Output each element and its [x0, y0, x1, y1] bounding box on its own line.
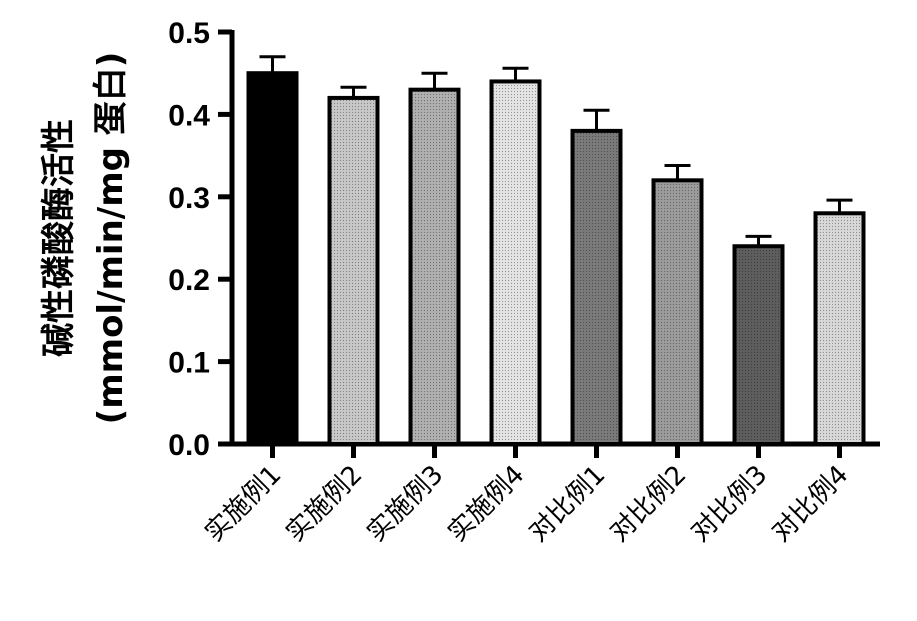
bar-texture: [818, 215, 862, 442]
y-axis-label: 碱性磷酸酶活性 (mmol/min/mg 蛋白): [39, 52, 131, 425]
x-tick-label: 实施例3: [361, 460, 449, 548]
bar-texture: [737, 248, 781, 442]
y-axis-label-line: (mmol/min/mg 蛋白): [91, 52, 131, 425]
bar-texture: [575, 133, 619, 442]
bar-texture: [413, 92, 457, 442]
x-tick-labels: 实施例1实施例2实施例3实施例4对比例1对比例2对比例3对比例4: [199, 460, 854, 548]
x-tick-label: 实施例1: [199, 460, 287, 548]
bar-texture: [332, 100, 376, 442]
x-tick-label: 对比例3: [685, 460, 773, 548]
y-tick-label: 0.0: [168, 429, 210, 462]
bar-texture: [656, 182, 700, 442]
bar: [249, 73, 297, 444]
y-tick-label: 0.5: [168, 17, 210, 50]
x-tick-label: 实施例4: [442, 460, 530, 548]
x-tick-label: 对比例4: [766, 460, 854, 548]
y-tick-label: 0.2: [168, 264, 210, 297]
x-tick-label: 对比例2: [604, 460, 692, 548]
bar-texture: [494, 83, 538, 442]
y-tick-label: 0.1: [168, 347, 210, 380]
x-tick-label: 实施例2: [280, 460, 368, 548]
bars: [249, 57, 864, 444]
y-axis-label-line: 碱性磷酸酶活性: [39, 119, 79, 357]
y-tick-label: 0.3: [168, 182, 210, 215]
y-tick-label: 0.4: [168, 99, 210, 132]
x-tick-label: 对比例1: [523, 460, 611, 548]
